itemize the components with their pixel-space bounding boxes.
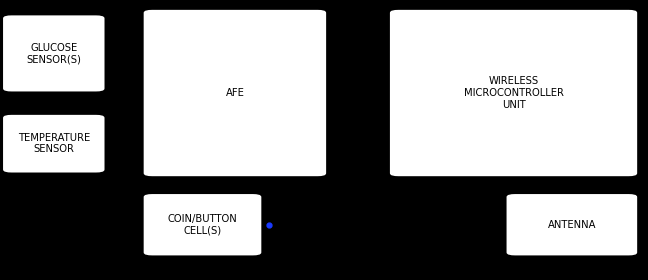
Text: ANTENNA: ANTENNA <box>548 220 596 230</box>
FancyBboxPatch shape <box>507 195 636 255</box>
FancyBboxPatch shape <box>4 116 104 172</box>
Text: WIRELESS
MICROCONTROLLER
UNIT: WIRELESS MICROCONTROLLER UNIT <box>463 76 564 110</box>
FancyBboxPatch shape <box>145 195 260 255</box>
FancyBboxPatch shape <box>391 11 636 175</box>
FancyBboxPatch shape <box>145 11 325 175</box>
Text: AFE: AFE <box>226 88 244 98</box>
Text: GLUCOSE
SENSOR(S): GLUCOSE SENSOR(S) <box>27 43 81 64</box>
Text: TEMPERATURE
SENSOR: TEMPERATURE SENSOR <box>17 133 90 155</box>
FancyBboxPatch shape <box>4 16 104 91</box>
Text: COIN/BUTTON
CELL(S): COIN/BUTTON CELL(S) <box>168 214 237 235</box>
